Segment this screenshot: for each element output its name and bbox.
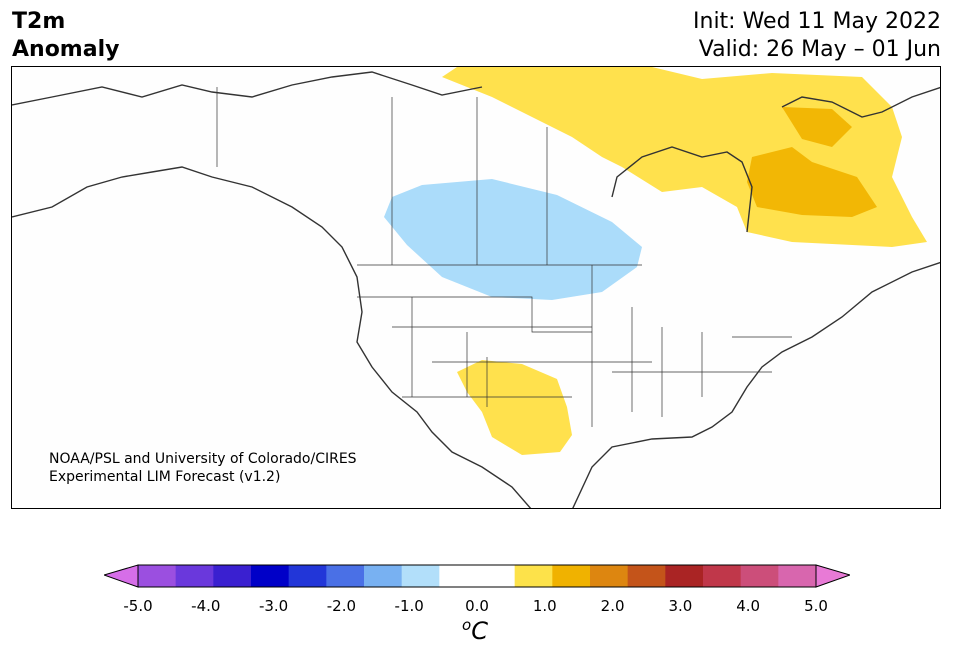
title-line-type: Anomaly: [12, 37, 120, 62]
colorbar-tick-label: -5.0: [123, 597, 153, 615]
colorbar-arrow-low: [104, 564, 139, 588]
colorbar-tick-label: 5.0: [804, 597, 828, 615]
colorbar-tick-label: 4.0: [736, 597, 761, 615]
anomaly-hudson-quebec-warm: [747, 107, 877, 217]
colorbar: [104, 564, 850, 588]
colorbar-tick-label: 0.0: [465, 597, 489, 615]
colorbar-tick-label: 2.0: [600, 597, 625, 615]
title-line-variable: T2m: [12, 9, 66, 34]
colorbar-segment: [740, 565, 779, 587]
colorbar-segment: [401, 565, 440, 587]
colorbar-tick-label: -4.0: [191, 597, 221, 615]
colorbar-outline: [137, 564, 817, 588]
colorbar-arrow-high: [815, 564, 850, 588]
colorbar-tick-label: -1.0: [394, 597, 424, 615]
colorbar-segment: [703, 565, 742, 587]
anomaly-southwest-warm: [457, 360, 572, 455]
colorbar-segment: [326, 565, 365, 587]
colorbar-segment: [627, 565, 666, 587]
colorbar-segment: [175, 565, 214, 587]
colorbar-segment: [288, 565, 327, 587]
colorbar-segment: [251, 565, 290, 587]
valid-period: Valid: 26 May – 01 Jun: [698, 37, 941, 62]
colorbar-segment: [364, 565, 403, 587]
colorbar-segment: [477, 565, 516, 587]
colorbar-tick-label: 1.0: [532, 597, 557, 615]
map-credit: NOAA/PSL and University of Colorado/CIRE…: [49, 450, 357, 486]
map-canvas: [12, 67, 940, 508]
political-boundaries: [216, 87, 792, 427]
colorbar-segment: [590, 565, 629, 587]
credit-line-2: Experimental LIM Forecast (v1.2): [49, 469, 281, 485]
colorbar-unit-label: oC: [462, 616, 488, 645]
forecast-dates: Init: Wed 11 May 2022 Valid: 26 May – 01…: [693, 8, 941, 64]
colorbar-tick-label: 3.0: [668, 597, 693, 615]
colorbar-segment: [138, 565, 177, 587]
anomaly-northern-plains-cool: [384, 179, 642, 300]
colorbar-segment: [778, 565, 817, 587]
colorbar-tick-label: -2.0: [326, 597, 357, 615]
credit-line-1: NOAA/PSL and University of Colorado/CIRE…: [49, 451, 357, 467]
anomaly-map: [11, 66, 941, 509]
colorbar-segment: [514, 565, 553, 587]
coastlines: [12, 71, 940, 508]
map-title: T2m Anomaly: [12, 8, 119, 64]
unit-symbol: C: [471, 617, 488, 645]
colorbar-segment: [552, 565, 591, 587]
init-date: Init: Wed 11 May 2022: [693, 9, 941, 34]
colorbar-segment: [439, 565, 478, 587]
unit-degree: o: [462, 616, 472, 634]
colorbar-segment: [665, 565, 704, 587]
colorbar-tick-label: -3.0: [258, 597, 289, 615]
colorbar-segment: [213, 565, 252, 587]
